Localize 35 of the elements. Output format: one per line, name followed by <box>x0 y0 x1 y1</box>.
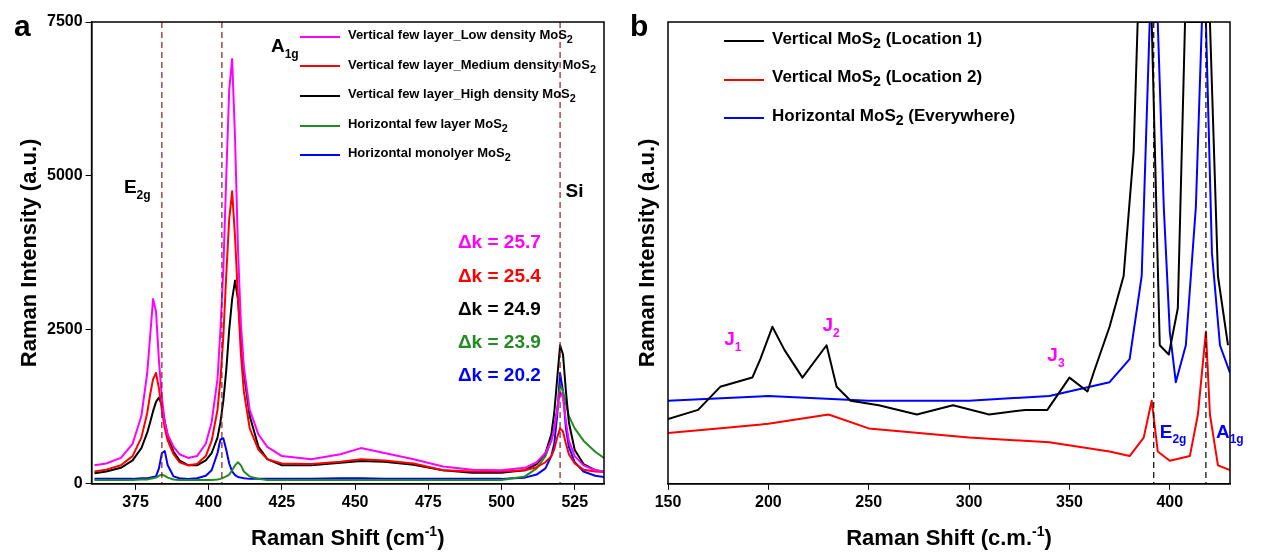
x-tick-label: 350 <box>1056 492 1083 510</box>
x-tick-label: 400 <box>195 492 223 510</box>
legend-label: Horizontal monolyer MoS$_{2}$ <box>347 144 511 165</box>
legend-label: Horizontal MoS$_{2}$ (Everywhere) <box>772 104 1016 131</box>
x-tick-label: 400 <box>1156 492 1184 510</box>
x-tick-label: 425 <box>268 492 296 510</box>
annotation: Si <box>565 180 584 202</box>
legend-label: Horizontal few layer MoS$_{2}$ <box>347 114 508 136</box>
legend-label: Vertical few layer_Medium density MoS$_{2}$ <box>347 55 596 77</box>
legend-label: Vertical few layer_High density MoS$_{2}$ <box>347 85 576 106</box>
y-tick-label: 7500 <box>47 12 83 30</box>
legend-label: Vertical MoS$_{2}$ (Location 2) <box>772 66 983 92</box>
legend-label: Vertical few layer_Low density MoS$_{2}$ <box>347 26 573 47</box>
annotation: Δk = 20.2 <box>457 364 541 386</box>
x-tick-label: 525 <box>561 492 589 510</box>
x-tick-label: 200 <box>755 492 782 510</box>
annotation: Δk = 25.4 <box>457 264 542 286</box>
y-tick-label: 2500 <box>47 320 83 338</box>
legend-label: Vertical MoS$_{2}$ (Location 1) <box>772 28 983 54</box>
x-tick-label: 250 <box>855 492 883 510</box>
annotation: Δk = 23.9 <box>457 331 541 353</box>
annotation: Δk = 24.9 <box>457 297 541 319</box>
x-tick-label: 450 <box>341 492 369 510</box>
x-tick-label: 475 <box>414 492 442 510</box>
x-tick-label: 300 <box>955 492 983 510</box>
x-tick-label: 150 <box>654 492 682 510</box>
x-tick-label: 375 <box>122 492 149 510</box>
annotation: Δk = 25.7 <box>457 231 541 253</box>
y-tick-label: 5000 <box>47 166 83 184</box>
y-axis-title: Raman Intensity (a.u.) <box>16 138 41 368</box>
x-tick-label: 500 <box>488 492 515 510</box>
chart-title: b <box>630 9 649 42</box>
y-tick-label: 0 <box>73 474 83 492</box>
chart-title: a <box>14 9 31 42</box>
y-axis-title: Raman Intensity (a.u.) <box>634 138 659 368</box>
